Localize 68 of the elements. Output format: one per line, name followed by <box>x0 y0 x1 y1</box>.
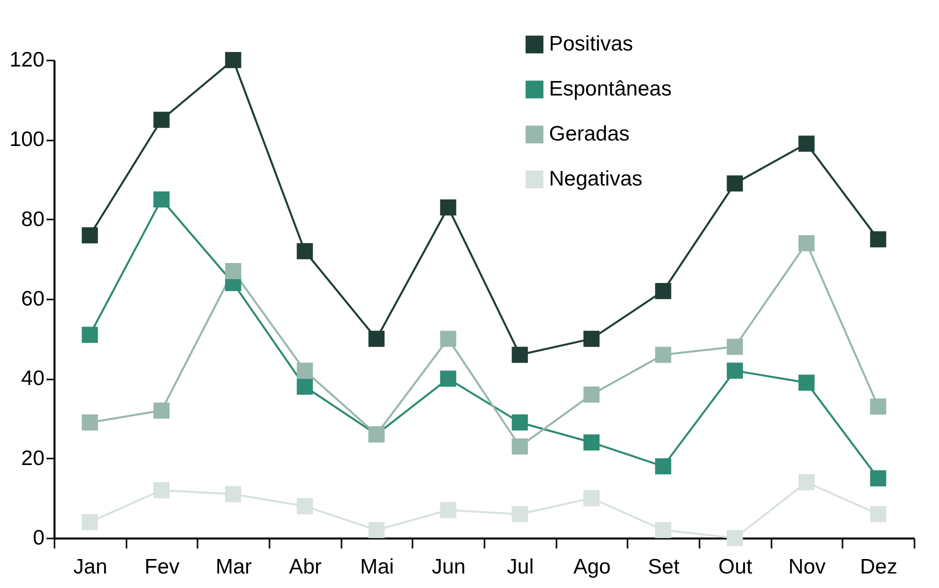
y-tick-label: 120 <box>9 48 44 72</box>
point <box>82 414 98 431</box>
y-tick-label: 40 <box>21 367 44 390</box>
point <box>512 506 528 522</box>
point <box>296 362 313 379</box>
x-tick-label: Fev <box>144 556 180 578</box>
point <box>153 191 170 208</box>
point <box>870 470 886 486</box>
y-tick-label: 0 <box>32 526 44 550</box>
legend-label: Negativas <box>549 168 642 190</box>
x-tick-label: Out <box>718 556 752 578</box>
point <box>655 458 672 474</box>
point <box>440 370 456 387</box>
x-tick-label: Mai <box>360 556 394 578</box>
point <box>225 486 242 502</box>
point <box>440 502 456 518</box>
y-tick-label: 80 <box>21 208 44 231</box>
point <box>798 235 815 252</box>
point <box>870 231 886 248</box>
point <box>225 263 242 280</box>
point <box>726 530 743 546</box>
point <box>726 362 743 379</box>
point <box>82 326 98 343</box>
point <box>583 386 600 403</box>
x-tick-label: Jul <box>506 556 534 578</box>
x-tick-label: Jun <box>432 556 466 578</box>
point <box>655 282 672 300</box>
point <box>870 398 886 415</box>
point <box>798 474 815 490</box>
point <box>368 522 385 538</box>
point <box>153 112 170 128</box>
point <box>583 434 600 450</box>
point <box>440 199 456 216</box>
y-tick-label: 100 <box>9 128 44 152</box>
point <box>655 346 672 363</box>
x-tick-label: Mar <box>216 556 252 578</box>
point <box>798 374 815 391</box>
point <box>583 490 600 506</box>
point <box>440 330 456 347</box>
point <box>655 522 672 538</box>
x-tick-label: Set <box>648 556 680 578</box>
legend-label: Geradas <box>549 122 630 146</box>
point <box>512 438 528 454</box>
y-tick-label: 60 <box>21 288 44 310</box>
point <box>512 346 528 363</box>
point <box>512 414 528 431</box>
point <box>368 330 385 347</box>
point <box>153 402 170 419</box>
x-tick-label: Abr <box>288 556 322 578</box>
point <box>583 330 600 347</box>
x-tick-label: Ago <box>573 556 611 578</box>
legend-label: Positivas <box>549 32 634 56</box>
point <box>153 482 170 498</box>
point <box>82 514 98 530</box>
point <box>296 378 313 395</box>
x-tick-label: Nov <box>788 556 826 578</box>
x-tick-label: Dez <box>860 556 898 578</box>
point <box>296 498 313 514</box>
point <box>798 136 815 152</box>
point <box>82 227 98 244</box>
point <box>225 52 242 68</box>
point <box>726 175 743 192</box>
point <box>726 338 743 355</box>
legend-label: Espontâneas <box>549 78 672 100</box>
point <box>870 506 886 522</box>
x-tick-label: Jan <box>73 556 108 578</box>
y-tick-label: 20 <box>21 446 44 470</box>
point <box>296 243 313 260</box>
